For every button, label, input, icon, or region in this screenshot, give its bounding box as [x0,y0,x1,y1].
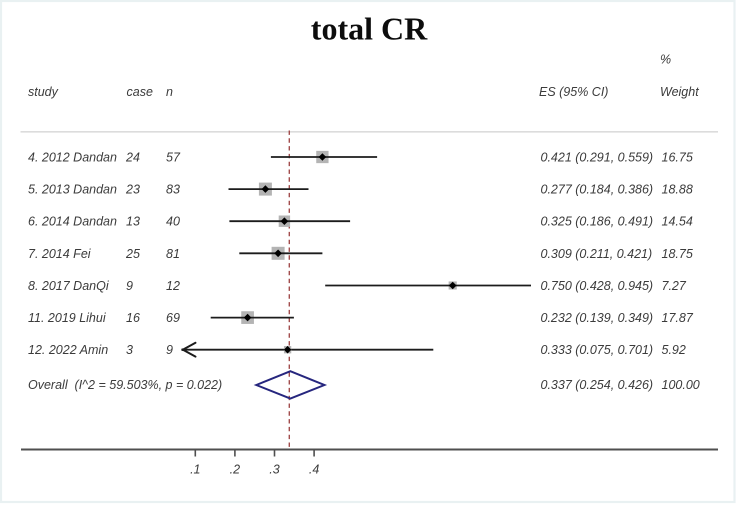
svg-text:40: 40 [166,215,180,229]
svg-text:13: 13 [126,215,140,229]
svg-text:18.75: 18.75 [662,247,693,261]
svg-text:57: 57 [166,151,181,165]
svg-text:0.309 (0.211, 0.421): 0.309 (0.211, 0.421) [541,247,653,261]
svg-text:Weight: Weight [660,85,699,99]
svg-text:Overall (I^2 = 59.503%, p = 0: Overall (I^2 = 59.503%, p = 0.022) [28,378,222,392]
svg-text:7.27: 7.27 [662,279,687,293]
svg-text:.4: .4 [309,463,319,477]
svg-text:%: % [660,53,671,67]
svg-text:12: 12 [166,279,180,293]
svg-text:3: 3 [126,343,133,357]
svg-text:16: 16 [126,311,140,325]
svg-text:0.277 (0.184, 0.386): 0.277 (0.184, 0.386) [541,183,654,197]
svg-text:0.421 (0.291, 0.559): 0.421 (0.291, 0.559) [541,151,654,165]
svg-text:83: 83 [166,183,180,197]
svg-text:study: study [28,85,59,99]
svg-text:.2: .2 [230,463,240,477]
svg-text:ES (95% CI): ES (95% CI) [539,85,608,99]
svg-text:6. 2014 Dandan: 6. 2014 Dandan [28,215,117,229]
svg-text:0.337 (0.254, 0.426): 0.337 (0.254, 0.426) [541,378,654,392]
svg-text:12. 2022 Amin: 12. 2022 Amin [28,343,108,357]
svg-text:case: case [127,85,153,99]
svg-text:5.92: 5.92 [662,343,686,357]
svg-text:5. 2013 Dandan: 5. 2013 Dandan [28,183,117,197]
svg-text:9: 9 [166,343,173,357]
svg-text:16.75: 16.75 [662,151,693,165]
svg-text:25: 25 [125,247,140,261]
svg-text:0.333 (0.075, 0.701): 0.333 (0.075, 0.701) [541,343,654,357]
svg-text:4. 2012 Dandan: 4. 2012 Dandan [28,151,117,165]
svg-text:0.325 (0.186, 0.491): 0.325 (0.186, 0.491) [541,215,654,229]
svg-text:18.88: 18.88 [662,183,693,197]
svg-text:8. 2017 DanQi: 8. 2017 DanQi [28,279,110,293]
svg-text:total CR: total CR [311,11,428,47]
svg-text:0.750 (0.428, 0.945): 0.750 (0.428, 0.945) [541,279,654,293]
svg-text:81: 81 [166,247,180,261]
svg-text:0.232 (0.139, 0.349): 0.232 (0.139, 0.349) [541,311,654,325]
svg-text:9: 9 [126,279,133,293]
svg-text:7. 2014 Fei: 7. 2014 Fei [28,247,92,261]
svg-text:.3: .3 [269,463,279,477]
svg-text:23: 23 [125,183,140,197]
svg-text:n: n [166,85,173,99]
svg-text:.1: .1 [190,463,200,477]
svg-text:69: 69 [166,311,180,325]
svg-text:100.00: 100.00 [662,378,700,392]
svg-text:14.54: 14.54 [662,215,693,229]
svg-text:11. 2019 Lihui: 11. 2019 Lihui [28,311,107,325]
svg-text:24: 24 [125,151,140,165]
svg-text:17.87: 17.87 [662,311,694,325]
